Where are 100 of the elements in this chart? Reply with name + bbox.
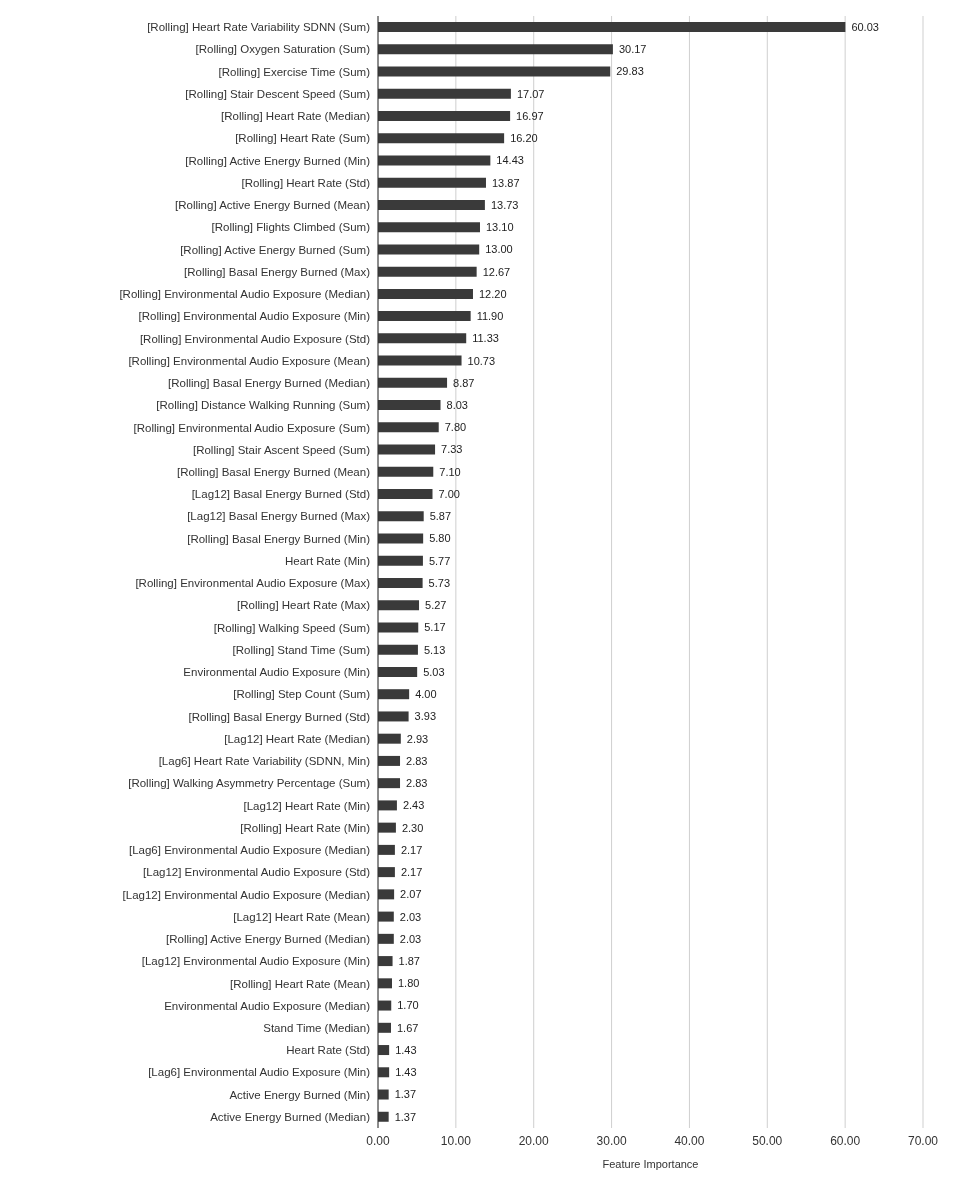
y-tick-label: [Rolling] Stair Ascent Speed (Sum) (192, 443, 371, 456)
y-tick-label: [Rolling] Environmental Audio Exposure (Median) (119, 288, 371, 301)
data-label: 12.67 (482, 265, 511, 278)
data-label: 13.87 (491, 176, 520, 189)
data-label: 8.87 (453, 376, 475, 389)
data-label: 10.73 (467, 354, 496, 367)
data-label: 7.00 (438, 487, 460, 500)
x-tick-label: 70.00 (907, 1133, 939, 1148)
data-label: 5.73 (428, 576, 451, 589)
x-tick-label: 0.00 (366, 1133, 390, 1148)
y-tick-label: [Rolling] Active Energy Burned (Mean) (175, 199, 371, 212)
data-label: 2.43 (402, 799, 425, 812)
data-label: 5.77 (428, 554, 451, 567)
data-label: 7.33 (441, 443, 463, 456)
x-tick-label: 40.00 (674, 1133, 705, 1148)
x-tick-label: 60.00 (830, 1133, 861, 1148)
data-label: 3.93 (414, 710, 437, 723)
y-tick-label: [Rolling] Heart Rate (Sum) (235, 132, 371, 145)
x-tick-label: 30.00 (596, 1133, 627, 1148)
data-label: 30.17 (618, 43, 647, 56)
y-tick-label: [Rolling] Environmental Audio Exposure (Min) (138, 310, 371, 323)
data-label: 13.10 (485, 221, 514, 234)
y-tick-label: [Rolling] Basal Energy Burned (Max) (184, 265, 371, 278)
data-label: 60.03 (851, 20, 879, 33)
data-label: 16.20 (510, 132, 538, 145)
data-label: 7.10 (439, 465, 461, 478)
data-label: 11.33 (472, 332, 499, 345)
data-label: 8.03 (446, 398, 468, 411)
data-label: 2.83 (406, 754, 428, 767)
data-label: 13.73 (490, 198, 519, 211)
y-tick-label: [Rolling] Heart Rate Variability SDNN (Sum) (147, 21, 371, 34)
y-tick-label: [Rolling] Distance Walking Running (Sum) (156, 399, 371, 412)
y-tick-label: [Lag12] Environmental Audio Exposure (Median) (122, 888, 371, 901)
y-tick-label: [Rolling] Heart Rate (Std) (241, 176, 371, 189)
y-tick-label: [Lag12] Environmental Audio Exposure (Std) (143, 866, 371, 879)
y-tick-label: [Lag6] Environmental Audio Exposure (Min) (148, 1066, 371, 1079)
data-label: 5.03 (423, 665, 445, 678)
data-label: 14.43 (496, 154, 524, 167)
y-tick-label: [Rolling] Environmental Audio Exposure (Max) (135, 577, 371, 590)
data-label: 5.13 (423, 643, 446, 656)
x-tick-label: 20.00 (518, 1133, 550, 1148)
data-label: 1.43 (395, 1043, 417, 1056)
y-tick-label: [Lag12] Heart Rate (Mean) (233, 910, 371, 923)
y-tick-label: [Rolling] Active Energy Burned (Sum) (180, 243, 371, 256)
data-label: 1.70 (397, 999, 419, 1012)
y-tick-label: [Lag12] Basal Energy Burned (Std) (191, 488, 371, 501)
y-tick-label: [Lag12] Basal Energy Burned (Max) (187, 510, 371, 523)
y-tick-label: [Lag6] Heart Rate Variability (SDNN, Min) (158, 755, 371, 768)
y-tick-label: [Rolling] Environmental Audio Exposure (Std) (139, 332, 371, 345)
y-tick-label: Stand Time (Median) (263, 1022, 371, 1034)
data-label: 11.90 (476, 310, 504, 323)
data-label: 1.87 (398, 954, 420, 967)
y-tick-label: [Rolling] Basal Energy Burned (Median) (168, 377, 371, 390)
y-tick-label: [Rolling] Stand Time (Sum) (232, 643, 371, 656)
y-tick-label: [Rolling] Basal Energy Burned (Std) (188, 710, 371, 723)
y-tick-label: Environmental Audio Exposure (Median) (164, 999, 371, 1012)
y-tick-label: [Rolling] Heart Rate (Min) (240, 821, 371, 834)
data-label: 7.80 (444, 421, 467, 434)
y-tick-label: [Rolling] Basal Energy Burned (Min) (187, 532, 371, 545)
y-tick-label: Environmental Audio Exposure (Min) (183, 666, 371, 679)
y-tick-label: [Rolling] Flights Climbed (Sum) (211, 221, 371, 234)
x-axis-title: Feature Importance (602, 1158, 699, 1170)
data-label: 2.03 (399, 910, 422, 923)
y-tick-label: [Rolling] Environmental Audio Exposure (Sum) (133, 421, 371, 434)
y-tick-label: [Rolling] Exercise Time (Sum) (218, 65, 371, 78)
data-label: 1.37 (394, 1110, 417, 1123)
data-label: 29.83 (616, 65, 644, 78)
data-label: 2.83 (406, 777, 428, 790)
data-label: 2.03 (399, 932, 422, 945)
y-tick-label: [Lag6] Environmental Audio Exposure (Median) (128, 844, 371, 857)
y-tick-label: [Rolling] Walking Speed (Sum) (213, 621, 371, 634)
y-tick-label: [Rolling] Environmental Audio Exposure (Mean) (128, 354, 371, 367)
data-label: 2.30 (401, 821, 424, 834)
y-tick-label: [Rolling] Step Count (Sum) (233, 688, 371, 701)
data-label: 4.00 (415, 688, 437, 701)
data-label: 5.27 (425, 599, 447, 612)
data-label: 1.37 (394, 1088, 417, 1101)
x-tick-label: 10.00 (440, 1133, 472, 1148)
data-label: 2.07 (400, 888, 422, 901)
data-label: 2.17 (400, 843, 423, 856)
y-tick-label: [Rolling] Basal Energy Burned (Mean) (176, 466, 371, 478)
y-tick-label: [Lag12] Environmental Audio Exposure (Min) (141, 955, 371, 968)
data-label: 12.20 (478, 287, 507, 300)
data-label: 1.43 (395, 1066, 417, 1079)
y-tick-label: Heart Rate (Std) (286, 1044, 371, 1057)
data-label: 1.67 (397, 1021, 419, 1034)
data-label: 2.17 (400, 866, 423, 879)
data-label: 2.93 (406, 732, 429, 745)
data-label: 5.17 (424, 621, 446, 634)
y-tick-label: [Rolling] Heart Rate (Max) (237, 599, 371, 612)
y-tick-label: [Rolling] Active Energy Burned (Min) (185, 154, 371, 167)
y-tick-label: [Rolling] Stair Descent Speed (Sum) (185, 87, 371, 100)
data-label: 1.80 (398, 977, 420, 990)
y-tick-label: [Rolling] Heart Rate (Mean) (230, 977, 371, 990)
data-label: 5.80 (429, 532, 451, 545)
data-label: 16.97 (516, 109, 544, 122)
y-tick-label: [Rolling] Active Energy Burned (Median) (166, 933, 371, 946)
y-tick-label: Heart Rate (Min) (285, 554, 371, 567)
data-label: 13.00 (485, 243, 513, 256)
data-label: 17.07 (516, 87, 545, 100)
